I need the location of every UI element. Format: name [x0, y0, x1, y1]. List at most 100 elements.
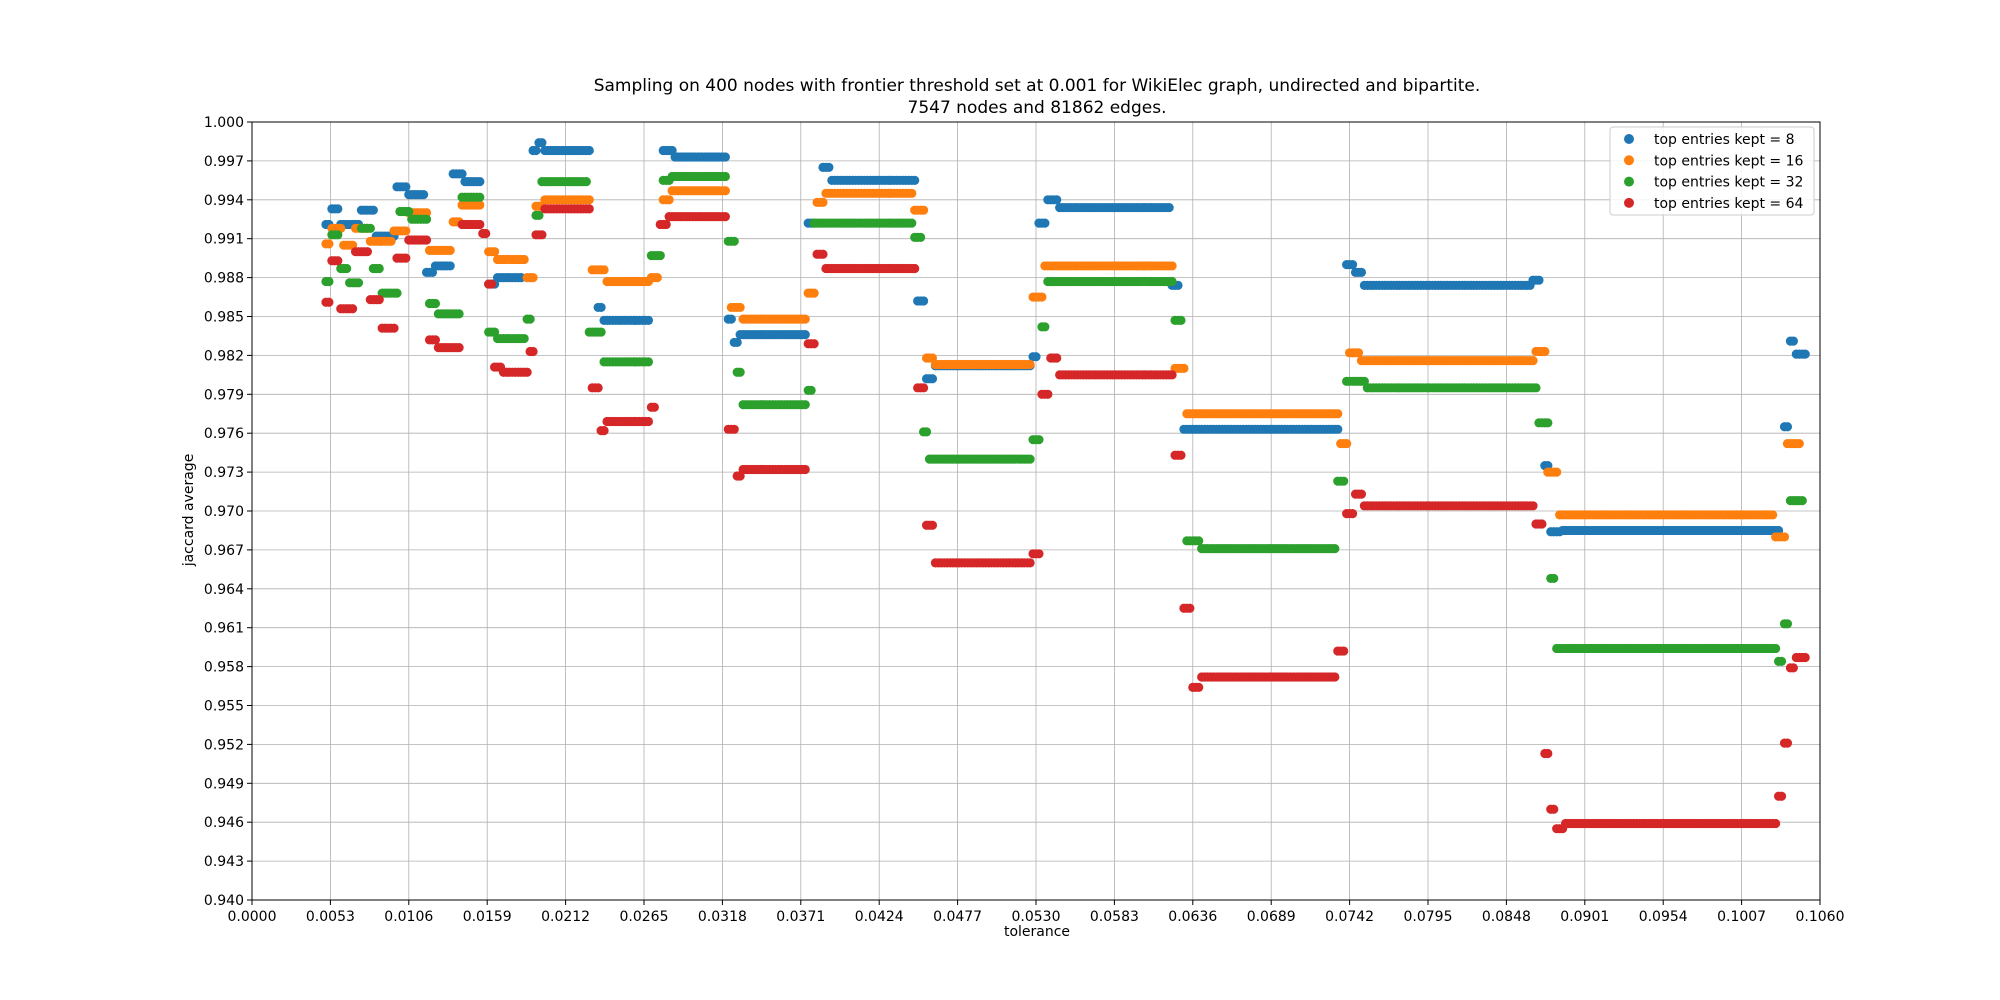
legend-box — [1609, 126, 1815, 216]
series-2 — [321, 186, 1804, 542]
x-tick-label: 0.1007 — [1717, 909, 1766, 925]
data-point — [910, 175, 920, 185]
y-tick-label: 0.973 — [204, 465, 244, 481]
x-axis-label: tolerance — [1004, 924, 1070, 940]
data-point — [1537, 519, 1547, 529]
y-axis-label: jaccard average — [181, 454, 197, 568]
data-point — [735, 302, 745, 313]
data-point — [324, 276, 334, 287]
data-point — [927, 374, 938, 384]
data-point — [1347, 260, 1358, 270]
data-point — [519, 254, 529, 265]
x-tick-label: 0.0742 — [1325, 909, 1374, 925]
legend-label: top entries kept = 32 — [1654, 175, 1803, 191]
data-point — [347, 304, 358, 314]
y-tick-label: 0.949 — [204, 776, 244, 792]
data-point — [907, 218, 917, 228]
data-point — [1353, 348, 1364, 358]
data-point — [1043, 389, 1053, 399]
data-points — [321, 138, 1810, 834]
data-point — [649, 402, 659, 412]
data-point — [490, 247, 500, 257]
data-point — [445, 261, 455, 271]
data-point — [353, 278, 364, 288]
data-point — [809, 288, 819, 298]
data-point — [487, 279, 497, 289]
y-axis-ticks: 0.940 0.943 0.946 0.949 0.952 0.955 0.958 0.961… — [204, 115, 252, 909]
data-point — [1052, 195, 1062, 205]
y-tick-label: 0.943 — [204, 854, 244, 870]
data-point — [392, 288, 402, 298]
data-point — [1549, 804, 1559, 814]
data-point — [729, 236, 739, 246]
data-point — [1176, 450, 1186, 460]
data-point — [907, 188, 917, 198]
legend-label: top entries kept = 8 — [1654, 132, 1795, 148]
data-point — [918, 383, 929, 393]
data-point — [374, 295, 384, 305]
y-tick-label: 0.961 — [204, 621, 244, 637]
y-tick-label: 1.000 — [204, 115, 244, 131]
data-point — [1031, 352, 1041, 362]
x-tick-label: 0.0583 — [1090, 909, 1139, 925]
x-tick-label: 0.0371 — [776, 909, 825, 925]
data-point — [1025, 359, 1035, 370]
data-point — [643, 416, 654, 427]
data-point — [421, 235, 432, 245]
y-tick-label: 0.952 — [204, 737, 244, 753]
x-tick-label: 0.0424 — [855, 909, 904, 925]
data-point — [1531, 383, 1541, 393]
data-point — [1771, 818, 1781, 829]
data-point — [824, 162, 834, 172]
data-point — [1800, 652, 1810, 663]
series-4 — [321, 204, 1810, 834]
y-tick-label: 0.940 — [204, 893, 244, 909]
data-point — [401, 226, 411, 236]
data-point — [1167, 276, 1177, 287]
data-point — [374, 263, 384, 274]
data-point — [1788, 663, 1798, 673]
data-point — [1552, 467, 1562, 477]
y-tick-label: 0.979 — [204, 387, 244, 403]
chart-title-line-2: 7547 nodes and 81862 edges. — [908, 98, 1167, 118]
data-point — [1782, 619, 1793, 629]
x-tick-label: 0.1060 — [1796, 909, 1845, 925]
data-point — [1176, 315, 1186, 325]
data-point — [1330, 672, 1340, 682]
legend-marker — [1624, 134, 1634, 144]
data-point — [454, 343, 464, 353]
x-tick-label: 0.0848 — [1482, 909, 1531, 925]
data-point — [475, 177, 485, 187]
y-tick-label: 0.982 — [204, 348, 244, 364]
data-point — [324, 239, 334, 249]
data-point — [537, 230, 547, 240]
data-point — [1040, 322, 1050, 332]
data-point — [475, 219, 485, 230]
data-point — [1333, 424, 1343, 434]
data-point — [599, 265, 609, 275]
data-point — [324, 297, 334, 307]
data-point — [365, 223, 375, 233]
y-tick-label: 0.997 — [204, 154, 244, 170]
data-point — [430, 335, 441, 345]
legend-marker — [1624, 155, 1634, 166]
data-point — [457, 169, 467, 179]
data-point — [720, 212, 730, 222]
data-point — [522, 367, 532, 377]
data-point — [1771, 643, 1781, 654]
y-tick-label: 0.967 — [204, 543, 244, 559]
data-point — [1797, 496, 1807, 506]
data-point — [531, 145, 541, 156]
x-tick-label: 0.0000 — [228, 909, 277, 925]
data-point — [475, 192, 485, 202]
data-point — [1339, 646, 1349, 656]
data-point — [1528, 501, 1538, 511]
y-tick-label: 0.964 — [204, 582, 244, 598]
legend-label: top entries kept = 64 — [1654, 196, 1804, 212]
data-point — [1776, 791, 1787, 801]
data-point — [910, 263, 920, 274]
data-point — [596, 302, 606, 313]
data-point — [537, 138, 547, 148]
data-point — [430, 298, 441, 309]
